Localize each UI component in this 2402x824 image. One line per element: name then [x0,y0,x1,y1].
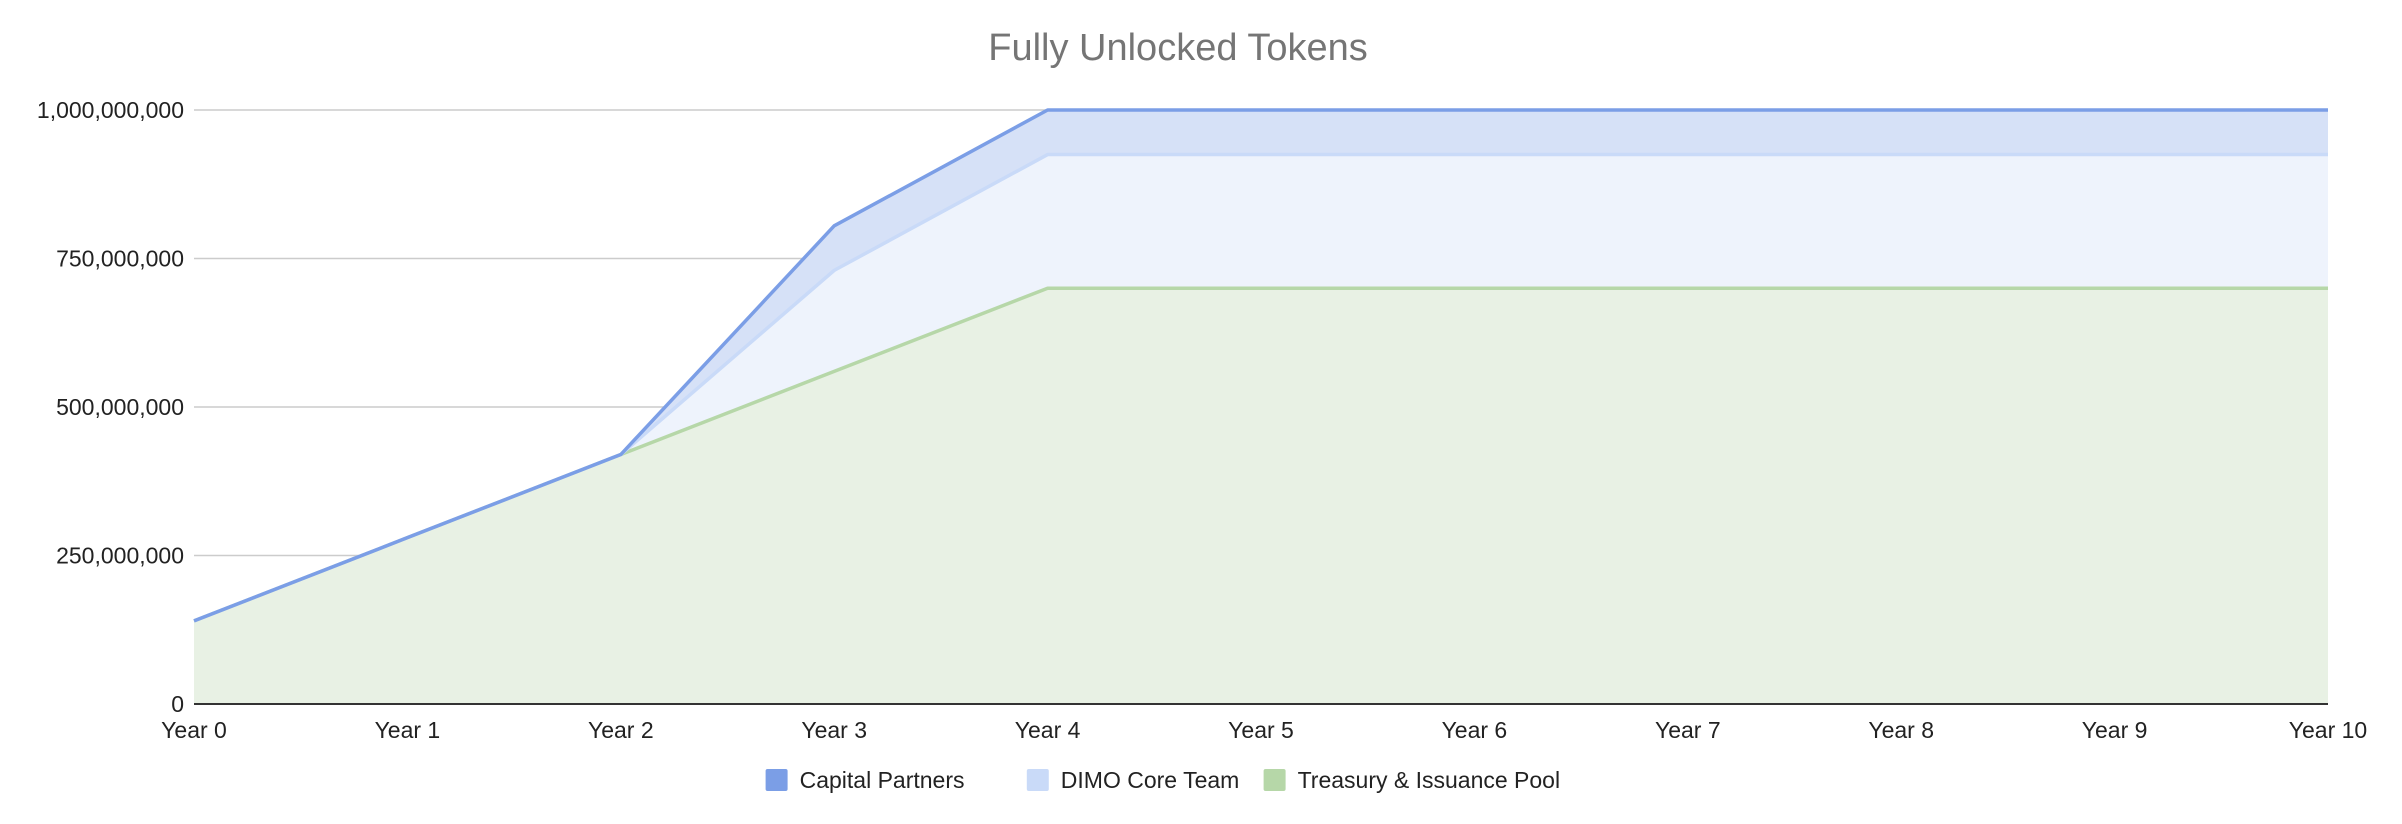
legend-item: Treasury & Issuance Pool [1263,767,1561,793]
y-tick-label: 500,000,000 [56,394,184,420]
x-tick-label: Year 7 [1655,717,1721,743]
x-tick-label: Year 0 [161,717,227,743]
area-treasury-issuance-pool [194,288,2328,704]
series-lines [193,108,2328,623]
line-capital-partners [193,108,2328,623]
legend-label: DIMO Core Team [1061,767,1240,793]
legend-swatch [1263,769,1286,791]
y-tick-label: 0 [171,691,184,717]
x-tick-label: Year 6 [1442,717,1508,743]
chart-title: Fully Unlocked Tokens [988,27,1367,69]
y-tick-label: 750,000,000 [56,246,184,272]
stacked-areas [194,110,2328,704]
x-tick-label: Year 8 [1868,717,1934,743]
x-tick-label: Year 2 [588,717,654,743]
legend-item: Capital Partners [765,767,965,793]
x-tick-label: Year 9 [2082,717,2148,743]
legend: Capital Partners DIMO Core Team Treasury &… [765,767,1561,793]
y-tick-label: 250,000,000 [56,543,184,569]
x-tick-label: Year 5 [1228,717,1294,743]
area-dimo-core-team [194,154,2328,621]
x-tick-label: Year 1 [375,717,441,743]
x-tick-label: Year 10 [2289,717,2367,743]
legend-swatch [765,769,788,791]
x-tick-label: Year 4 [1015,717,1081,743]
legend-label: Treasury & Issuance Pool [1298,767,1561,793]
x-tick-label: Year 3 [801,717,867,743]
legend-swatch [1026,769,1049,791]
legend-label: Capital Partners [800,767,965,793]
axes: 0 250,000,000 500,000,000 750,000,000 1,000,… [37,97,2367,743]
y-tick-label: 1,000,000,000 [37,97,184,123]
legend-item: DIMO Core Team [1026,767,1240,793]
